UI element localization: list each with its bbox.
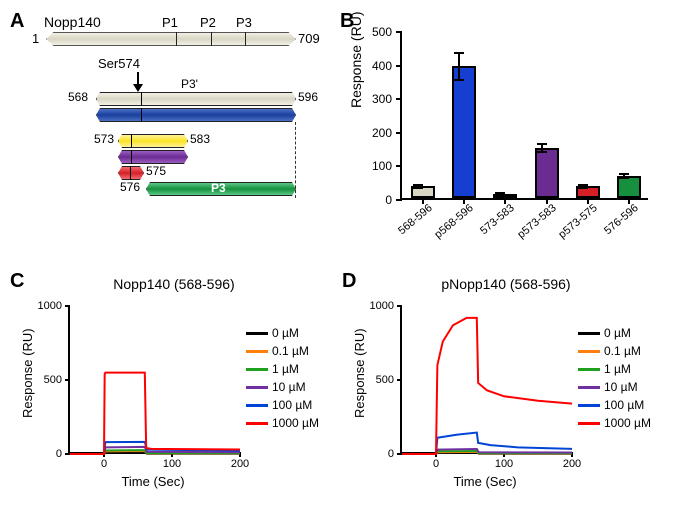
p2-mark [211,32,212,46]
p1-mark [176,32,177,46]
row-cd: C Nopp140 (568-596) Response (RU) 050010… [8,268,672,508]
p2-label: P2 [200,15,216,30]
r-tick [130,166,132,180]
p3p-end: 596 [298,90,318,104]
purple-bar [118,150,188,164]
p3-mark [245,32,246,46]
legend-item: 1 µM [578,360,651,378]
d-ylabel: Response (RU) [352,328,367,418]
ser-label: Ser574 [98,56,140,71]
c-xlabel: Time (Sec) [8,474,298,489]
legend-item: 1000 µM [578,414,651,432]
row-ab: A Nopp140 1 709 P1 P2 P3 Ser574 [8,8,672,268]
panel-c: C Nopp140 (568-596) Response (RU) 050010… [8,268,340,508]
panel-b: B Response (RU) 0100200300400500568-596p… [338,8,672,268]
nopp-title: Nopp140 [44,14,338,30]
plot-c: 050010000100200 [68,306,238,454]
d-xlabel: Time (Sec) [340,474,630,489]
panel-a: A Nopp140 1 709 P1 P2 P3 Ser574 [8,8,338,268]
p3p-start: 568 [68,90,88,104]
p1-label: P1 [162,15,178,30]
legend-item: 100 µM [578,396,651,414]
full-bar-wrap: 1 709 P1 P2 P3 [36,32,338,46]
legend-item: 10 µM [578,378,651,396]
yellow-l: 573 [94,132,114,146]
fragment-area: 568 P3' 596 573 583 [36,92,338,242]
dash-right [295,122,296,198]
y-tick [131,134,133,148]
bar-p568-596 [452,66,476,198]
red-r: 575 [146,164,166,178]
b-ylabel: Response (RU) [348,12,364,108]
full-bar [46,32,296,46]
pu-tick [131,150,133,164]
panel-d: D pNopp140 (568-596) Response (RU) 05001… [340,268,672,508]
legend-item: 0 µM [578,324,651,342]
p3p-mid: P3' [181,77,198,91]
yellow-r: 583 [190,132,210,146]
p3prime-bar [96,92,296,106]
legend-item: 0.1 µM [246,342,319,360]
c-title: Nopp140 (568-596) [8,268,340,292]
green-l: 576 [120,180,140,194]
panel-c-label: C [10,270,24,293]
panel-d-label: D [342,270,356,293]
p3p-tick [141,92,143,106]
panel-a-label: A [10,10,24,33]
legend-c: 0 µM0.1 µM1 µM10 µM100 µM1000 µM [246,324,319,432]
red-bar [118,166,144,180]
legend-item: 10 µM [246,378,319,396]
p3-label: P3 [236,15,252,30]
blue-bar [96,108,296,122]
legend-item: 1000 µM [246,414,319,432]
bar-576-596 [617,176,641,198]
legend-item: 0.1 µM [578,342,651,360]
plot-d: 050010000100200 [400,306,570,454]
arrow-icon [132,72,144,92]
c-ylabel: Response (RU) [20,328,35,418]
figure: A Nopp140 1 709 P1 P2 P3 Ser574 [8,8,672,508]
bar-chart: 0100200300400500568-596p568-596573-583p5… [400,32,648,200]
legend-item: 1 µM [246,360,319,378]
full-start: 1 [32,31,39,46]
legend-item: 100 µM [246,396,319,414]
yellow-bar [118,134,188,148]
bar-p573-583 [535,148,559,198]
green-mid: P3 [211,181,226,195]
legend-d: 0 µM0.1 µM1 µM10 µM100 µM1000 µM [578,324,651,432]
full-end: 709 [298,31,320,46]
legend-item: 0 µM [246,324,319,342]
blue-tick [141,108,143,122]
d-title: pNopp140 (568-596) [340,268,672,292]
